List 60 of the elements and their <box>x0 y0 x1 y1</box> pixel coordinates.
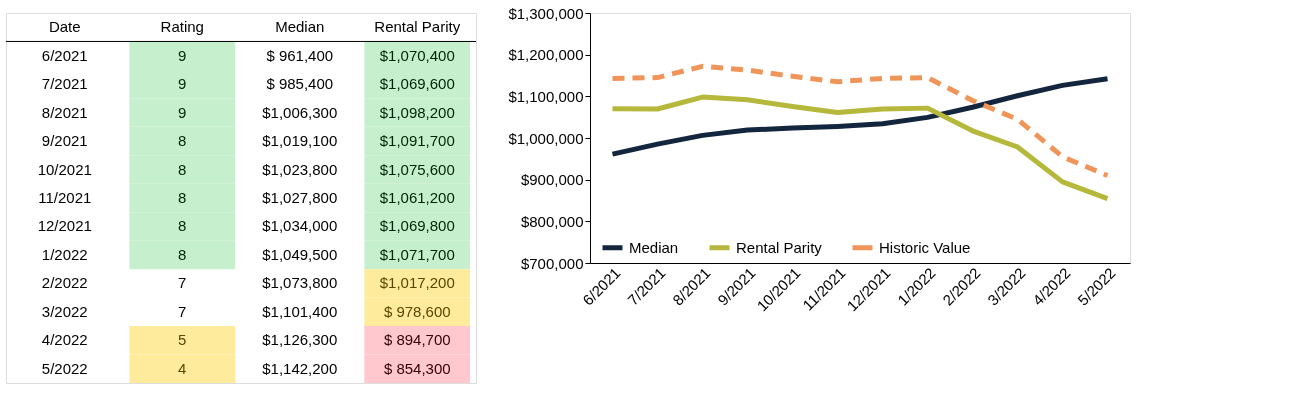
data-label: $1,101,400 <box>262 302 338 320</box>
text: Date <box>48 18 81 36</box>
series-label: Rating <box>160 18 204 36</box>
legend-label: Rental Parity <box>736 238 823 256</box>
data-label: 8 <box>178 160 187 178</box>
data-label: 9 <box>178 103 187 121</box>
category-label: 4/2022 <box>41 331 88 349</box>
y-tick-label: $1,000,000 <box>508 129 584 147</box>
data-label: $1,069,600 <box>379 75 455 93</box>
category-label: 11/2021 <box>38 189 92 206</box>
data-label: $1,126,300 <box>262 331 338 349</box>
data-label: 5 <box>178 331 187 349</box>
data-label: $1,006,300 <box>262 103 338 121</box>
category-label: 12/2021 <box>37 217 92 235</box>
y-tick-label: $1,100,000 <box>508 87 584 105</box>
text: Median <box>275 18 325 36</box>
y-tick-label: $900,000 <box>520 171 584 189</box>
data-label: $1,023,800 <box>262 160 338 178</box>
data-label: $1,075,600 <box>379 160 455 178</box>
data-label: $1,071,700 <box>379 245 455 263</box>
data-label: $1,027,800 <box>262 189 338 206</box>
y-tick-label: $700,000 <box>520 254 584 272</box>
category-label: 6/2021 <box>41 46 88 64</box>
legend-label: Historic Value <box>879 238 971 256</box>
data-label: $ 961,400 <box>266 46 334 64</box>
data-label: 8 <box>178 217 187 235</box>
data-label: 8 <box>178 245 187 263</box>
data-label: $ 978,600 <box>383 302 451 320</box>
data-label: $1,019,100 <box>262 132 338 150</box>
category-label: 10/2021 <box>37 160 92 178</box>
y-tick-label: $1,200,000 <box>508 46 584 64</box>
y-tick-label: $800,000 <box>520 212 584 230</box>
data-label: $1,091,700 <box>379 132 455 150</box>
y-tick-label: $1,300,000 <box>508 4 584 22</box>
data-label: 7 <box>178 274 187 292</box>
data-label: $ 985,400 <box>266 75 334 93</box>
data-label: $1,034,000 <box>262 217 338 235</box>
data-label: $1,017,200 <box>379 274 455 292</box>
data-label: $1,049,500 <box>262 245 338 263</box>
data-label: 8 <box>178 189 187 206</box>
data-label: $1,070,400 <box>379 46 455 64</box>
category-label: 8/2021 <box>41 103 88 121</box>
data-label: $1,069,800 <box>379 217 455 235</box>
data-label: 4 <box>178 359 187 377</box>
data-label: $ 854,300 <box>383 359 451 377</box>
data-label: $ 894,700 <box>383 331 451 349</box>
category-label: 9/2021 <box>41 132 88 150</box>
legend-label: Median <box>629 238 679 256</box>
category-label: 1/2022 <box>41 245 88 263</box>
category-label: 7/2021 <box>41 75 88 93</box>
series-label: Rental Parity <box>374 18 461 36</box>
category-label: 5/2022 <box>41 359 88 377</box>
data-label: 9 <box>178 75 187 93</box>
data-label: $1,098,200 <box>379 103 455 121</box>
data-label: $1,061,200 <box>379 189 455 206</box>
data-label: $1,142,200 <box>262 359 338 377</box>
data-label: 7 <box>178 302 187 320</box>
data-label: 9 <box>178 46 187 64</box>
data-label: $1,073,800 <box>262 274 338 292</box>
data-label: 8 <box>178 132 187 150</box>
